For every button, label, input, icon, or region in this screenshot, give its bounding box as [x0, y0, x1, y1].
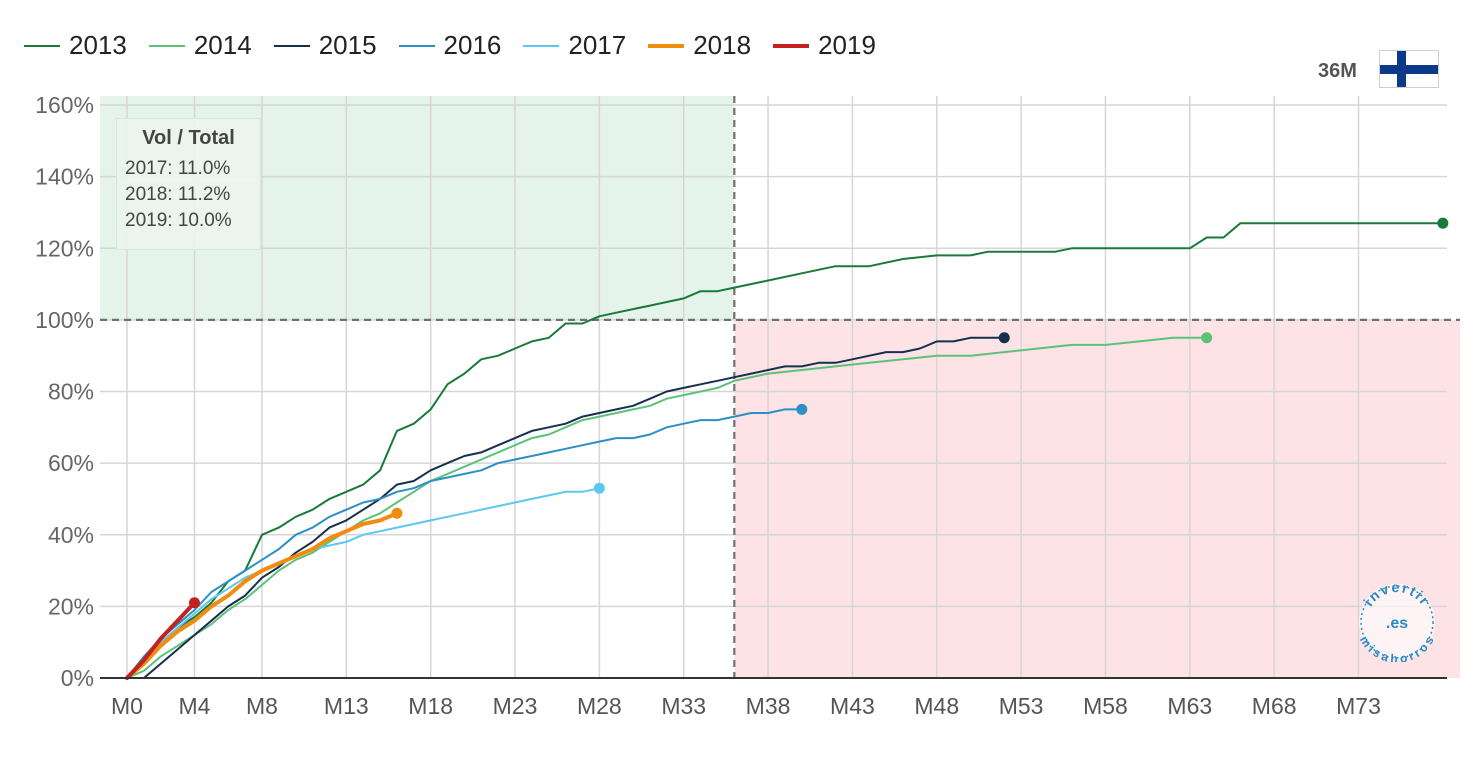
volatility-infobox: Vol / Total 2017: 11.0% 2018: 11.2% 2019… — [116, 118, 261, 250]
series-endpoint-2016 — [796, 403, 808, 415]
x-tick-label-6: M28 — [577, 693, 622, 719]
infobox-line-2019: 2019: 10.0% — [125, 210, 232, 231]
y-tick-label-1: 20% — [48, 593, 94, 619]
legend-label-2014: 2014 — [193, 30, 252, 60]
legend-label-2017: 2017 — [568, 30, 627, 60]
chart-series — [125, 217, 1449, 680]
series-line-2016 — [126, 408, 803, 679]
x-tick-label-9: M43 — [830, 693, 875, 719]
legend-label-2016: 2016 — [443, 30, 502, 60]
x-tick-label-7: M33 — [661, 693, 706, 719]
series-line-2015 — [126, 336, 1006, 679]
x-tick-label-4: M18 — [408, 693, 453, 719]
series-line-2013 — [126, 222, 1444, 679]
x-tick-label-15: M73 — [1336, 693, 1381, 719]
legend-swatch-2017 — [523, 44, 560, 47]
x-tick-label-8: M38 — [746, 693, 791, 719]
series-endpoint-2018 — [391, 507, 403, 519]
x-tick-label-1: M4 — [179, 693, 211, 719]
chart-regions — [100, 96, 1460, 678]
legend-label-2013: 2013 — [69, 30, 127, 60]
y-tick-label-2: 40% — [48, 522, 94, 548]
region-1 — [734, 319, 1460, 678]
legend-swatch-2018 — [648, 43, 685, 48]
infobox-title: Vol / Total — [142, 127, 235, 149]
reference-lines — [100, 96, 1460, 678]
y-tick-label-4: 80% — [48, 379, 94, 405]
legend-swatch-2019 — [773, 43, 810, 48]
legend-swatch-2013 — [24, 44, 60, 47]
y-tick-label-0: 0% — [61, 665, 94, 691]
series-line-2018 — [125, 511, 399, 680]
legend: 2013 2014 2015 2016 2017 2018 2019 — [24, 30, 898, 61]
legend-label-2015: 2015 — [318, 30, 377, 60]
series-line-2019 — [125, 600, 197, 680]
legend-label-2019: 2019 — [818, 30, 876, 60]
x-tick-label-13: M63 — [1167, 693, 1212, 719]
x-tick-label-3: M13 — [324, 693, 369, 719]
period-badge: 36M — [1318, 60, 1357, 82]
series-endpoint-2013 — [1437, 217, 1449, 229]
legend-item-2015: 2015 — [273, 30, 377, 61]
watermark-logo: invertir .es misahorros — [1357, 582, 1436, 662]
y-tick-label-7: 140% — [35, 164, 94, 190]
legend-item-2013: 2013 — [24, 30, 127, 61]
infobox-line-2018: 2018: 11.2% — [125, 184, 231, 205]
x-tick-label-2: M8 — [246, 693, 278, 719]
x-tick-label-0: M0 — [111, 693, 143, 719]
x-tick-label-14: M68 — [1252, 693, 1297, 719]
legend-label-2018: 2018 — [693, 30, 752, 60]
watermark-middle-text: .es — [1386, 615, 1408, 632]
chart-axes: 0% 20% 40% 60% 80% 100% 120% 140% 160% M0 M4 M8 M13 M… — [35, 92, 1447, 719]
x-tick-label-12: M58 — [1083, 693, 1128, 719]
legend-item-2017: 2017 — [523, 30, 626, 61]
series-endpoint-2017 — [593, 482, 605, 494]
legend-item-2019: 2019 — [773, 30, 876, 61]
legend-swatch-2015 — [273, 44, 310, 47]
y-tick-label-3: 60% — [48, 450, 94, 476]
finland-flag-icon — [1379, 50, 1439, 88]
y-tick-label-6: 120% — [35, 235, 94, 261]
y-tick-label-5: 100% — [35, 307, 94, 333]
x-tick-label-5: M23 — [493, 693, 538, 719]
legend-item-2018: 2018 — [648, 30, 751, 61]
infobox-line-2017: 2017: 11.0% — [125, 158, 231, 179]
y-tick-label-8: 160% — [35, 92, 94, 118]
legend-item-2014: 2014 — [148, 30, 252, 61]
legend-swatch-2014 — [148, 44, 185, 47]
series-line-2014 — [126, 336, 1208, 679]
legend-item-2016: 2016 — [398, 30, 502, 61]
series-endpoint-2015 — [998, 332, 1010, 344]
series-endpoint-2014 — [1201, 332, 1213, 344]
series-endpoint-2019 — [188, 597, 200, 609]
x-tick-label-11: M53 — [999, 693, 1044, 719]
x-tick-label-10: M48 — [914, 693, 959, 719]
series-line-2017 — [126, 487, 601, 679]
legend-swatch-2016 — [398, 44, 435, 47]
